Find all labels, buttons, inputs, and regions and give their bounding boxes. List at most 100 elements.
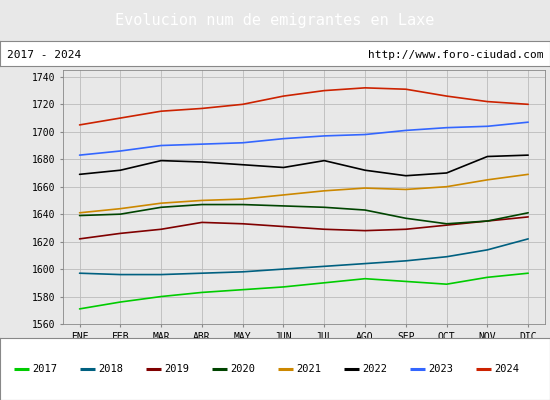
2017 xyxy=(484,275,491,280)
2023 xyxy=(403,128,409,133)
2021 xyxy=(525,172,531,177)
Text: 2023: 2023 xyxy=(428,364,453,374)
2021 xyxy=(443,184,450,189)
2018 xyxy=(362,261,369,266)
2020 xyxy=(280,204,287,208)
2019 xyxy=(239,221,246,226)
2023 xyxy=(321,134,328,138)
2021 xyxy=(117,206,124,211)
2021 xyxy=(484,178,491,182)
2017 xyxy=(280,284,287,289)
2020 xyxy=(525,210,531,215)
2019 xyxy=(280,224,287,229)
Line: 2022: 2022 xyxy=(80,155,528,176)
2018 xyxy=(403,258,409,263)
2020 xyxy=(239,202,246,207)
2021 xyxy=(158,201,164,206)
Line: 2019: 2019 xyxy=(80,217,528,239)
2017 xyxy=(443,282,450,286)
Text: 2017 - 2024: 2017 - 2024 xyxy=(7,50,81,60)
Line: 2020: 2020 xyxy=(80,204,528,224)
Text: 2018: 2018 xyxy=(98,364,123,374)
2017 xyxy=(525,271,531,276)
2017 xyxy=(321,280,328,285)
Text: http://www.foro-ciudad.com: http://www.foro-ciudad.com xyxy=(368,50,543,60)
2020 xyxy=(484,219,491,224)
2023 xyxy=(525,120,531,124)
2022 xyxy=(362,168,369,173)
Line: 2021: 2021 xyxy=(80,174,528,213)
2024 xyxy=(158,109,164,114)
2020 xyxy=(199,202,205,207)
2023 xyxy=(362,132,369,137)
2018 xyxy=(525,236,531,241)
2023 xyxy=(443,125,450,130)
2021 xyxy=(362,186,369,190)
2019 xyxy=(403,227,409,232)
2019 xyxy=(199,220,205,225)
2018 xyxy=(239,270,246,274)
Line: 2023: 2023 xyxy=(80,122,528,155)
2022 xyxy=(239,162,246,167)
2024 xyxy=(362,86,369,90)
2019 xyxy=(117,231,124,236)
2018 xyxy=(158,272,164,277)
2022 xyxy=(280,165,287,170)
Line: 2017: 2017 xyxy=(80,273,528,309)
2018 xyxy=(76,271,83,276)
2019 xyxy=(158,227,164,232)
2024 xyxy=(484,99,491,104)
Text: 2022: 2022 xyxy=(362,364,387,374)
Line: 2024: 2024 xyxy=(80,88,528,125)
2022 xyxy=(117,168,124,173)
2019 xyxy=(443,223,450,228)
2023 xyxy=(484,124,491,129)
2020 xyxy=(321,205,328,210)
2024 xyxy=(117,116,124,120)
2017 xyxy=(403,279,409,284)
2024 xyxy=(403,87,409,92)
2020 xyxy=(76,213,83,218)
2022 xyxy=(403,173,409,178)
2019 xyxy=(484,219,491,224)
2023 xyxy=(280,136,287,141)
2017 xyxy=(117,300,124,304)
2023 xyxy=(199,142,205,146)
Text: Evolucion num de emigrantes en Laxe: Evolucion num de emigrantes en Laxe xyxy=(116,14,435,28)
2019 xyxy=(76,236,83,241)
Text: 2021: 2021 xyxy=(296,364,321,374)
Text: 2019: 2019 xyxy=(164,364,189,374)
2024 xyxy=(525,102,531,107)
2018 xyxy=(484,248,491,252)
2017 xyxy=(199,290,205,295)
2021 xyxy=(403,187,409,192)
2021 xyxy=(239,197,246,202)
Text: 2024: 2024 xyxy=(494,364,519,374)
2024 xyxy=(280,94,287,98)
2021 xyxy=(280,192,287,197)
2022 xyxy=(76,172,83,177)
2019 xyxy=(321,227,328,232)
Line: 2018: 2018 xyxy=(80,239,528,274)
2017 xyxy=(76,306,83,311)
2023 xyxy=(76,153,83,158)
2018 xyxy=(443,254,450,259)
2023 xyxy=(239,140,246,145)
2022 xyxy=(525,153,531,158)
2020 xyxy=(362,208,369,212)
2018 xyxy=(321,264,328,269)
2019 xyxy=(362,228,369,233)
2022 xyxy=(158,158,164,163)
2017 xyxy=(239,287,246,292)
2017 xyxy=(158,294,164,299)
2020 xyxy=(443,221,450,226)
2021 xyxy=(199,198,205,203)
2024 xyxy=(321,88,328,93)
2024 xyxy=(443,94,450,98)
2020 xyxy=(117,212,124,216)
2019 xyxy=(525,214,531,219)
2018 xyxy=(280,267,287,272)
2023 xyxy=(117,149,124,154)
2020 xyxy=(158,205,164,210)
2021 xyxy=(76,210,83,215)
